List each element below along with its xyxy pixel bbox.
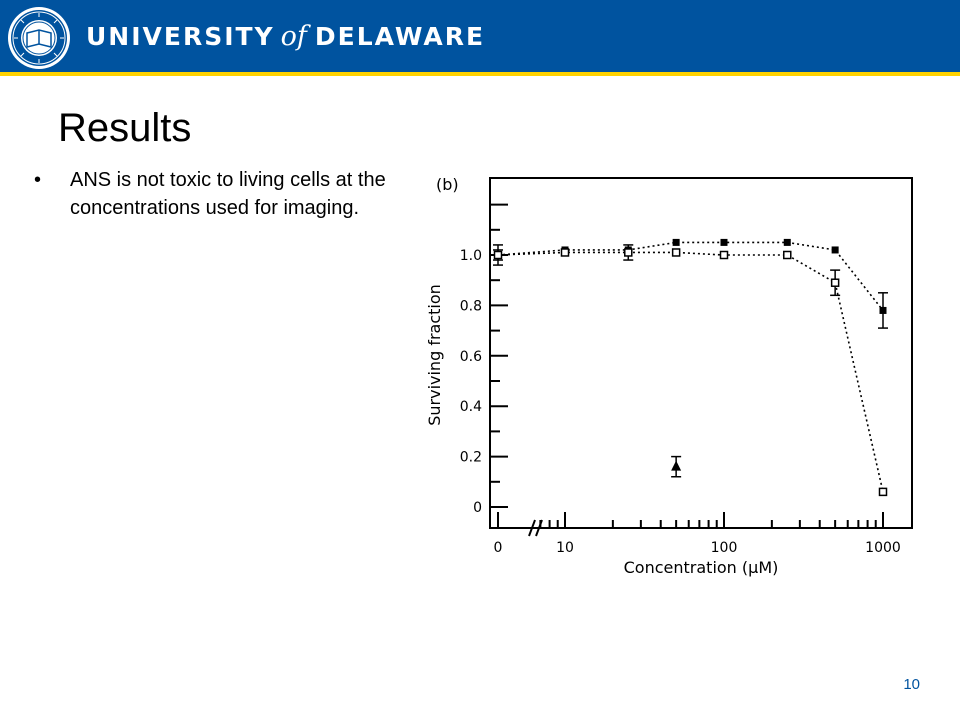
university-wordmark: UNIVERSITY of DELAWARE	[86, 19, 485, 55]
y-tick-label: 0.2	[460, 450, 482, 466]
data-point-open-square	[493, 250, 503, 260]
data-point-filled-square	[720, 238, 728, 246]
bullet-text: ANS is not toxic to living cells at the …	[70, 169, 386, 219]
bullet-list: • ANS is not toxic to living cells at th…	[30, 166, 390, 222]
chart-svg: (b) Surviving fraction Concentration (μM…	[425, 175, 913, 577]
slide-title: Results	[58, 106, 192, 150]
series-group	[493, 238, 888, 497]
data-point-filled-square	[783, 238, 791, 246]
survival-chart: (b) Surviving fraction Concentration (μM…	[420, 170, 930, 590]
data-point-filled-square	[879, 306, 887, 314]
y-tick-label: 0.4	[460, 399, 482, 415]
data-point-filled-square	[831, 246, 839, 254]
x-tick-label: 100	[711, 540, 738, 556]
data-point-filled-triangle	[671, 460, 682, 471]
plot-frame	[489, 177, 913, 529]
panel-label: (b)	[436, 175, 459, 194]
data-point-open-square	[878, 487, 888, 497]
y-axis-label: Surviving fraction	[425, 284, 444, 426]
data-point-open-square	[783, 250, 792, 260]
series-line	[497, 251, 884, 493]
data-point-open-square	[719, 250, 729, 260]
page-number: 10	[903, 676, 920, 693]
x-tick-label: 0	[494, 540, 503, 556]
data-point-open-square	[560, 248, 570, 257]
y-tick-label: 0.8	[460, 298, 482, 314]
university-seal-icon	[8, 7, 70, 69]
y-tick-label: 0	[473, 500, 482, 516]
axis-group: 0 0.2 0.4 0.6 0.8 1.0 0 10 100 1000	[460, 203, 901, 556]
wordmark-of: of	[280, 21, 307, 52]
x-axis-label: Concentration (μM)	[624, 558, 779, 577]
data-point-open-square	[671, 248, 681, 257]
x-tick-label: 1000	[865, 540, 901, 556]
series-line	[497, 241, 884, 311]
header-gold-rule	[0, 72, 960, 76]
y-tick-label: 1.0	[460, 248, 482, 264]
data-point-open-square	[624, 248, 633, 257]
wordmark-delaware: DELAWARE	[314, 22, 486, 51]
y-tick-label: 0.6	[460, 349, 482, 365]
bullet-dot-icon: •	[34, 169, 42, 191]
data-point-filled-square	[672, 238, 680, 246]
bullet-item: • ANS is not toxic to living cells at th…	[30, 166, 390, 222]
axis-break-mark	[535, 519, 543, 537]
wordmark-university: UNIVERSITY	[86, 22, 275, 51]
x-tick-label: 10	[556, 540, 574, 556]
axis-break-mark	[528, 519, 536, 537]
data-point-open-square	[830, 278, 840, 287]
header-bar: UNIVERSITY of DELAWARE	[0, 0, 960, 72]
